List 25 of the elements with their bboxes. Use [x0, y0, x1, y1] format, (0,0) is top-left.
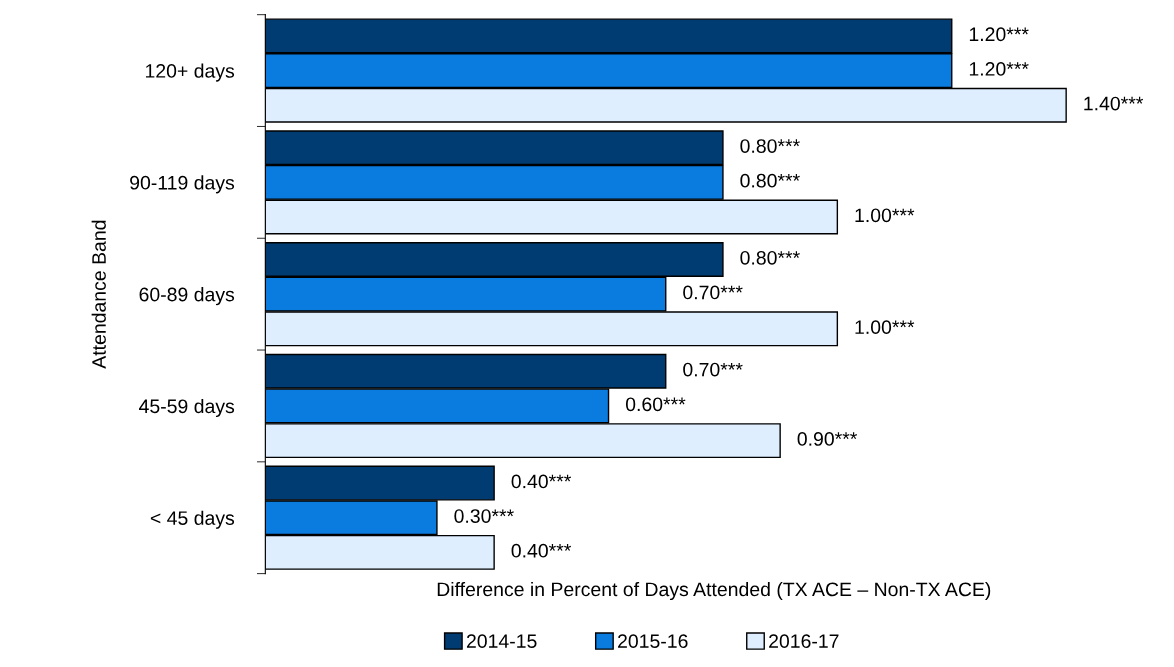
- data-label: 0.80***: [740, 173, 800, 188]
- data-label: 0.30***: [454, 509, 514, 523]
- data-label: 1.20***: [969, 62, 1029, 76]
- legend-label: 2016-17: [769, 634, 839, 649]
- data-label: 0.80***: [740, 250, 800, 265]
- data-label: 1.20***: [969, 27, 1029, 42]
- legend-label: 2015-16: [618, 634, 688, 649]
- data-label: 0.90***: [797, 432, 858, 446]
- y-tick-label: < 45 days: [150, 510, 235, 529]
- data-label: 0.70***: [683, 362, 743, 377]
- data-label: 0.70***: [683, 285, 743, 300]
- y-tick-label: 60-89 days: [139, 287, 235, 306]
- y-tick-label: 90-119 days: [130, 175, 235, 194]
- data-label: 1.00***: [855, 320, 915, 335]
- x-axis-title: Difference in Percent of Days Attended (TX ACE – Non-TX ACE): [437, 581, 991, 601]
- data-label: 1.40***: [1084, 96, 1144, 111]
- data-label: 0.40***: [511, 543, 572, 558]
- y-tick-label: 120+ days: [145, 63, 235, 82]
- data-label: 0.80***: [740, 139, 800, 153]
- data-label: 1.00***: [855, 208, 915, 223]
- legend-label: 2014-15: [466, 634, 537, 649]
- data-label: 0.60***: [625, 397, 686, 412]
- y-axis-title: Attendance Band: [91, 220, 106, 369]
- data-label: 0.40***: [511, 474, 572, 489]
- y-tick-label: 45-59 days: [139, 398, 235, 418]
